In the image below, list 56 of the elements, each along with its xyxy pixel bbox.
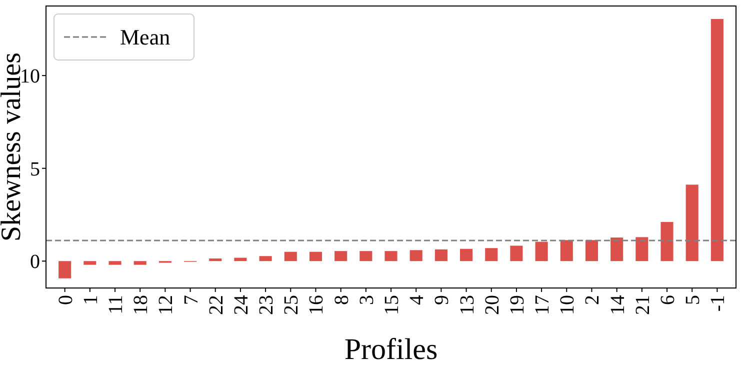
x-tick-label: 9	[431, 295, 454, 305]
x-tick-label: 2	[582, 295, 604, 305]
bar	[309, 252, 322, 262]
x-tick-label: 5	[682, 295, 704, 305]
bar	[209, 258, 222, 262]
bar	[585, 240, 598, 262]
x-tick-label: 0	[54, 295, 77, 305]
bar	[686, 184, 698, 262]
x-tick-label: 23	[256, 295, 278, 315]
bar	[460, 248, 473, 262]
bar	[284, 252, 297, 262]
x-tick-label: 3	[356, 295, 378, 305]
x-tick-label: 20	[481, 295, 504, 315]
bar	[610, 238, 624, 262]
x-tick-label: 19	[506, 295, 528, 315]
bar	[560, 240, 573, 262]
x-tick-label: 11	[105, 295, 127, 314]
x-tick-label: -1	[707, 295, 730, 312]
x-tick-label: 22	[205, 295, 228, 315]
bar	[334, 251, 348, 262]
y-tick-label: 10	[20, 66, 40, 88]
x-tick-label: 24	[230, 295, 252, 315]
bar	[360, 251, 372, 262]
bar	[485, 248, 498, 262]
x-tick-label: 15	[381, 295, 403, 315]
bar	[510, 246, 523, 262]
x-tick-label: 7	[180, 295, 202, 305]
x-axis-title: Profiles	[344, 333, 438, 366]
bar	[535, 242, 548, 262]
y-tick-label: 5	[30, 158, 40, 180]
x-tick-label: 16	[306, 295, 328, 315]
x-tick-label: 25	[280, 295, 303, 315]
x-tick-label: 13	[456, 295, 478, 315]
y-tick-label: 0	[30, 251, 40, 274]
x-tick-label: 18	[130, 295, 152, 315]
x-tick-label: 17	[532, 295, 554, 315]
bar	[384, 251, 398, 262]
x-tick-label: 8	[330, 295, 353, 305]
bar	[108, 261, 122, 265]
legend-label: Mean	[120, 24, 170, 50]
x-tick-label: 4	[406, 295, 428, 305]
bar	[259, 256, 272, 262]
bar	[58, 261, 72, 278]
bar	[636, 237, 648, 262]
x-tick-label: 10	[556, 295, 579, 315]
bar	[410, 250, 422, 262]
x-tick-label: 12	[155, 295, 178, 315]
x-tick-label: 6	[657, 295, 679, 305]
bar	[434, 249, 448, 262]
bar	[134, 261, 146, 265]
bar	[710, 18, 724, 262]
bar	[84, 261, 96, 265]
x-tick-label: 14	[606, 295, 629, 315]
x-tick-label: 1	[80, 295, 102, 305]
x-tick-label: 21	[632, 295, 654, 315]
bar	[660, 222, 674, 262]
